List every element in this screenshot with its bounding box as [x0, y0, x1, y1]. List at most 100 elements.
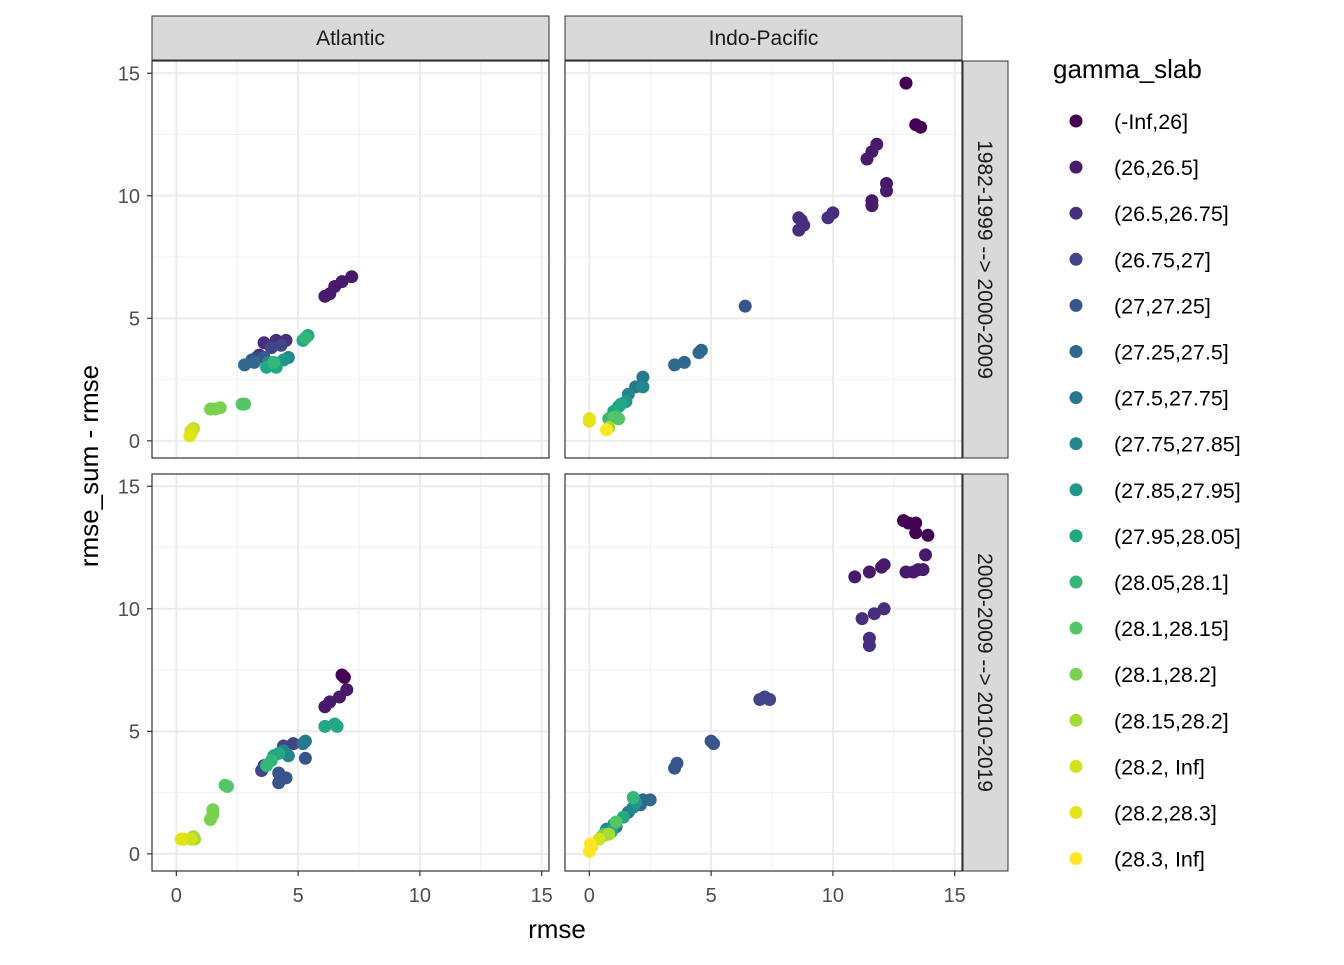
legend-key: [1069, 483, 1083, 497]
data-point: [826, 206, 840, 220]
legend-label: (26,26.5]: [1114, 156, 1199, 180]
x-tick-label: 15: [944, 885, 966, 907]
data-point: [677, 355, 691, 369]
data-point: [602, 827, 616, 841]
legend-key: [1069, 437, 1083, 451]
facet-strip-indo-pacific: Indo-Pacific: [564, 15, 963, 61]
x-axis-title: rmse: [528, 914, 586, 944]
panel-border: [564, 473, 963, 872]
data-point: [612, 412, 626, 426]
legend-key: [1069, 114, 1083, 128]
data-point: [584, 837, 598, 851]
x-tick-label: 10: [822, 885, 844, 907]
legend-label: (27.25,27.5]: [1114, 341, 1229, 365]
legend-label: (28.1,28.2]: [1114, 663, 1217, 687]
data-point: [335, 275, 349, 289]
legend-entry: (27.95,28.05]: [1069, 525, 1241, 549]
data-point: [867, 607, 881, 621]
data-point: [281, 749, 295, 763]
data-point: [213, 401, 227, 415]
legend-title: gamma_slab: [1053, 54, 1202, 84]
legend-entry: (27.25,27.5]: [1069, 341, 1229, 365]
legend-label: (27,27.25]: [1114, 294, 1211, 318]
legend-key: [1069, 852, 1083, 866]
legend-label: (28.2, Inf]: [1114, 755, 1205, 779]
legend-entry: (28.1,28.15]: [1069, 617, 1229, 641]
legend-entry: (28.3, Inf]: [1069, 848, 1205, 872]
legend-entry: (28.05,28.1]: [1069, 571, 1229, 595]
data-point: [877, 558, 891, 572]
legend-entry: (-Inf,26]: [1069, 110, 1188, 134]
data-point: [643, 793, 657, 807]
data-point: [272, 776, 286, 790]
legend-label: (27.85,27.95]: [1114, 479, 1241, 503]
legend-key: [1069, 621, 1083, 635]
data-point: [337, 670, 351, 684]
y-axis-row-1: 0 5 10 15: [118, 63, 152, 453]
data-point: [318, 719, 332, 733]
data-point: [880, 184, 893, 198]
data-point: [763, 693, 777, 706]
legend-label: (26.75,27]: [1114, 248, 1211, 272]
legend-key: [1069, 252, 1083, 266]
legend-key: [1069, 667, 1083, 681]
legend-key: [1069, 298, 1083, 312]
data-point: [862, 565, 876, 579]
data-point: [264, 341, 278, 355]
legend-entry: (26.75,27]: [1069, 248, 1211, 272]
y-tick-label: 10: [118, 186, 140, 208]
legend-key: [1069, 345, 1083, 358]
legend-entry: (26,26.5]: [1069, 156, 1199, 180]
legend-key: [1069, 575, 1083, 589]
y-tick-label: 0: [129, 431, 140, 453]
y-tick-label: 5: [129, 308, 140, 330]
facet-strip-atlantic: Atlantic: [151, 15, 550, 61]
data-point: [247, 355, 261, 369]
data-point: [267, 355, 281, 369]
legend-label: (27.5,27.75]: [1114, 387, 1229, 411]
data-point: [848, 570, 862, 584]
data-point: [636, 370, 650, 384]
data-point: [909, 526, 923, 540]
legend-entry: (27.85,27.95]: [1069, 479, 1241, 503]
y-tick-label: 15: [118, 63, 140, 85]
facet-label-row-1: 1982-1999 --> 2000-2009: [973, 140, 996, 379]
x-tick-label: 5: [293, 885, 304, 907]
data-point: [855, 612, 869, 626]
data-point: [274, 338, 288, 352]
data-point: [862, 639, 876, 652]
y-tick-label: 10: [118, 599, 140, 621]
data-point: [877, 602, 891, 616]
data-point: [794, 213, 808, 227]
data-point: [865, 199, 879, 213]
y-tick-label: 0: [129, 844, 140, 866]
legend-entry: (28.1,28.2]: [1069, 663, 1217, 687]
panel-background: [152, 61, 549, 458]
panel-indo-pacific-row-1: [564, 60, 963, 459]
panel-border: [151, 473, 550, 872]
data-point: [899, 76, 913, 90]
legend-label: (28.3, Inf]: [1114, 848, 1205, 872]
legend-entry: (27.5,27.75]: [1069, 387, 1229, 411]
legend-label: (-Inf,26]: [1114, 110, 1188, 134]
data-point: [914, 120, 928, 134]
data-point: [174, 832, 188, 846]
legend-entry: (28.2, Inf]: [1069, 755, 1205, 779]
legend-key: [1069, 713, 1083, 727]
data-point: [707, 737, 721, 751]
panel-border: [564, 60, 963, 459]
data-point: [298, 751, 312, 765]
data-point: [626, 791, 640, 804]
data-point: [221, 780, 234, 793]
x-tick-label: 15: [531, 885, 553, 907]
panel-border: [151, 60, 550, 459]
data-point: [296, 737, 310, 751]
y-axis-row-2: 0 5 10 15: [118, 476, 152, 866]
legend-key: [1069, 529, 1083, 543]
data-point: [183, 429, 197, 443]
data-point: [599, 423, 613, 437]
legend-entry: (26.5,26.75]: [1069, 202, 1229, 226]
facet-strip-row-2: 2000-2009 --> 2010-2019: [962, 473, 1009, 872]
legend-label: (28.2,28.3]: [1114, 802, 1217, 826]
legend-label: (28.15,28.2]: [1114, 709, 1229, 733]
